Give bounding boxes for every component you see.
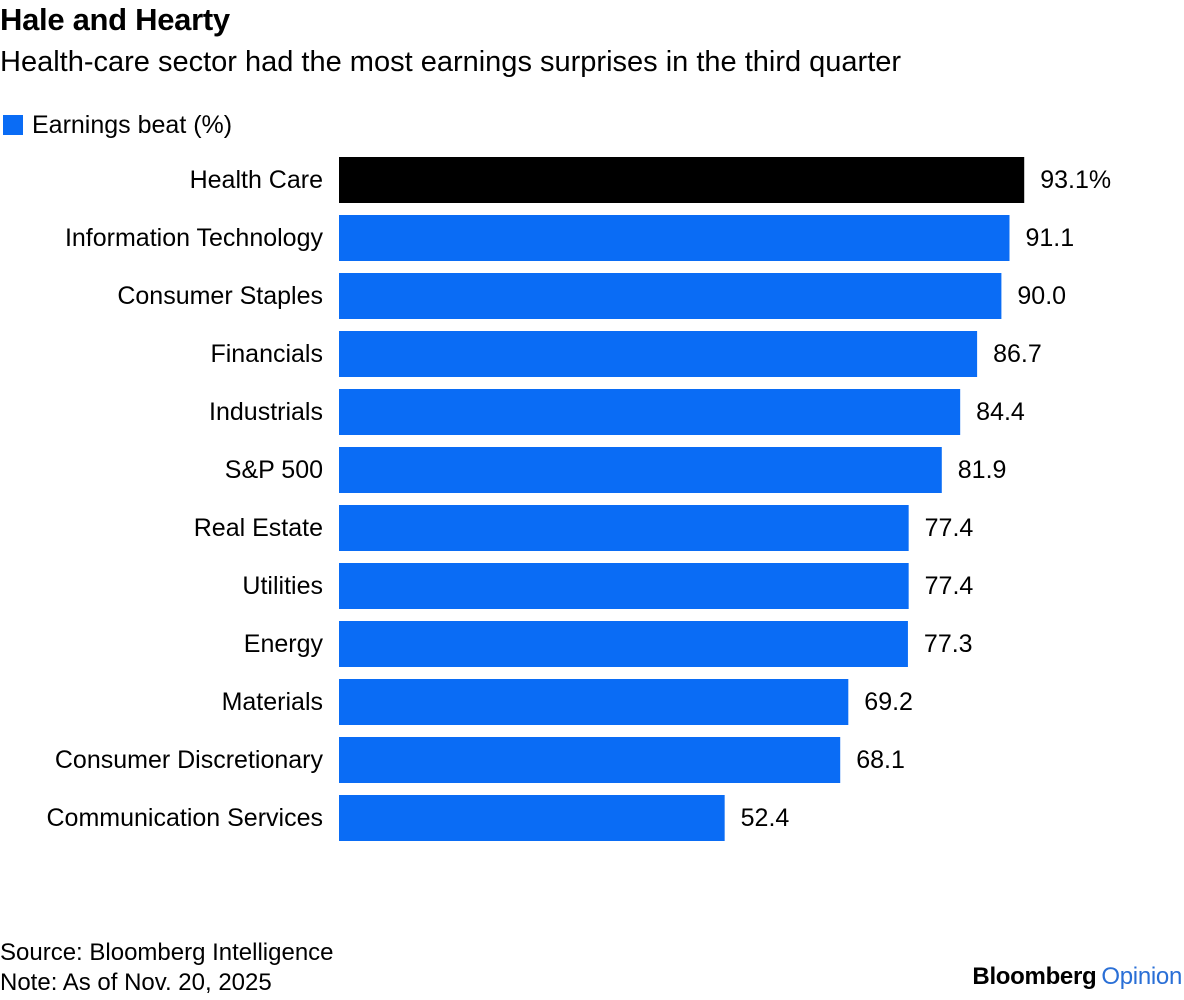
bar [339,215,1010,261]
value-label: 81.9 [958,456,1007,484]
footer: Source: Bloomberg Intelligence Note: As … [0,938,334,998]
category-label: Consumer Discretionary [55,746,324,774]
bar [339,621,908,667]
brand-name: Bloomberg [972,963,1097,990]
category-label: Materials [222,688,323,716]
bar [339,273,1002,319]
value-label: 52.4 [741,804,790,832]
source-note: Source: Bloomberg Intelligence [0,939,334,966]
bar-highlight [339,157,1025,203]
bar [339,737,841,783]
value-label: 90.0 [1017,282,1066,310]
date-note: Note: As of Nov. 20, 2025 [0,969,272,996]
bar [339,679,849,725]
category-label: Communication Services [47,804,324,832]
bar [339,795,725,841]
category-label: Information Technology [65,224,324,252]
category-label: Financials [210,340,323,368]
category-label: Health Care [190,166,323,194]
bar [339,447,942,493]
category-label: Utilities [242,572,323,600]
bar-chart: Health Care 93.1% Information Technology 91… [47,157,1111,841]
value-label: 84.4 [976,398,1025,426]
chart-title: Hale and Hearty [0,2,230,37]
category-label: Energy [244,630,324,658]
bar [339,389,961,435]
category-label: S&P 500 [225,456,323,484]
value-label: 68.1 [856,746,905,774]
value-label: 77.4 [925,572,974,600]
value-label: 93.1% [1040,166,1111,194]
value-label: 77.4 [925,514,974,542]
chart-subtitle: Health-care sector had the most earnings… [0,46,902,78]
brand-logo: Bloomberg Opinion [972,963,1182,991]
legend: Earnings beat (%) [3,110,232,140]
value-label: 77.3 [924,630,973,658]
category-label: Consumer Staples [117,282,323,310]
category-label: Industrials [209,398,323,426]
category-label: Real Estate [194,514,323,542]
legend-swatch [3,115,23,135]
legend-label: Earnings beat (%) [32,110,233,139]
value-label: 69.2 [864,688,913,716]
bar [339,331,978,377]
brand-section: Opinion [1101,963,1182,990]
value-label: 91.1 [1025,224,1074,252]
bar [339,505,909,551]
value-label: 86.7 [993,340,1042,368]
bar [339,563,909,609]
